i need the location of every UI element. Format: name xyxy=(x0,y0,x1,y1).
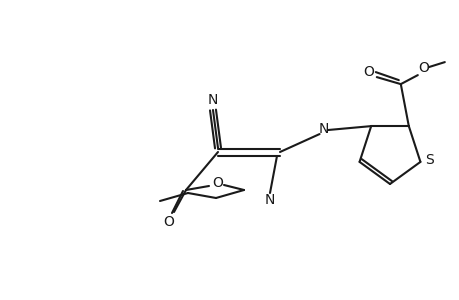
Text: N: N xyxy=(318,122,328,136)
Text: O: O xyxy=(418,61,428,75)
Text: S: S xyxy=(424,153,433,167)
Text: N: N xyxy=(264,193,274,207)
Text: O: O xyxy=(363,65,374,79)
Text: N: N xyxy=(207,93,218,107)
Text: O: O xyxy=(212,176,223,190)
Text: O: O xyxy=(163,215,174,229)
